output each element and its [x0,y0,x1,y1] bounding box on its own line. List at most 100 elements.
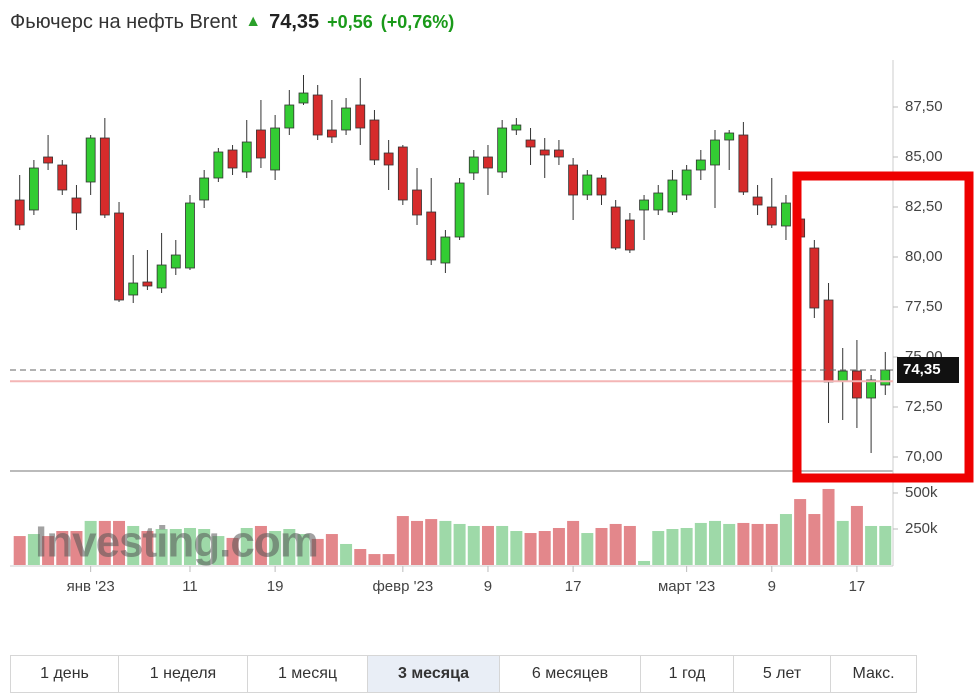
period-button[interactable]: 6 месяцев [500,656,641,692]
volume-bar [609,523,622,565]
candle-body [667,179,678,213]
candle-body [497,127,508,173]
candle-body [185,202,195,269]
candle-body [284,104,295,129]
volume-bar [510,531,523,565]
candle-body [14,199,25,226]
candle-body [156,264,167,289]
candle-body [412,189,422,216]
volume-bar [808,514,821,565]
volume-bar [27,534,40,565]
x-tick-label: февр '23 [372,578,433,595]
candle-body [610,206,621,249]
candle-body [99,137,110,216]
last-price-tag-label: 74,35 [903,361,941,378]
volume-bar [552,527,565,565]
volume-bar [198,529,211,565]
y-tick-label: 77,50 [905,298,943,315]
volume-bar [42,536,55,565]
volume-bar [765,523,778,565]
volume-bar [411,520,424,565]
y2-tick-label: 250k [905,520,938,537]
volume-bar [354,549,367,565]
candle-body [596,177,607,196]
volume-bar [524,533,537,565]
candle-body [128,282,139,296]
x-tick-label: 17 [565,578,582,595]
volume-bar [269,531,282,565]
candle-body [766,206,777,226]
period-button[interactable]: 1 день [11,656,119,692]
y-tick-label: 85,00 [905,148,943,165]
volume-bar [340,543,353,565]
y-tick-label: 70,00 [905,448,943,465]
candle-body [71,197,82,214]
volume-bar [652,531,665,565]
candle-body [142,281,153,287]
volume-bar [680,527,693,565]
period-button[interactable]: 3 месяца [368,656,500,692]
volume-bar [169,529,182,565]
volume-bar [141,531,154,565]
volume-bar [567,520,580,565]
candle-body [57,164,68,191]
volume-bar [425,519,438,565]
candle-body [383,152,394,166]
volume-bar [794,499,807,565]
volume-bar [751,523,764,565]
price-change-pct: (+0,76%) [380,11,455,32]
candle-body [312,94,323,136]
candle-body [85,137,96,183]
volume-bar [183,527,196,565]
volume-bar [865,525,878,565]
candle-body [241,141,252,173]
volume-bar [226,537,239,565]
candle-body [752,196,763,206]
candle-body [199,177,210,201]
period-button[interactable]: 1 год [641,656,734,692]
period-button[interactable]: 1 неделя [119,656,248,692]
y-tick-label: 82,50 [905,198,943,215]
volume-bar [467,525,480,565]
candle-body [397,146,408,201]
candle-body [114,212,124,301]
volume-bar [283,529,296,565]
volume-layer [13,488,892,565]
candle-body [341,107,351,131]
candle-body [568,164,579,196]
volume-bar [836,520,849,565]
volume-bar [254,525,267,565]
volume-bar [382,554,395,565]
volume-bar [297,534,310,565]
candle-body [653,192,664,211]
candle-body [695,159,706,171]
period-button[interactable]: 5 лет [734,656,831,692]
y-tick-label: 87,50 [905,98,943,115]
volume-bar [595,527,608,565]
volume-bar [581,533,594,565]
x-tick-label: 19 [267,578,284,595]
volume-bar [638,560,651,565]
volume-bar [84,520,97,565]
candle-body [639,199,649,211]
quote-header: Фьючерс на нефть Brent ▲ 74,35 +0,56 (+0… [10,6,454,38]
volume-bar [311,538,324,565]
x-tick-label: 9 [768,578,776,595]
candle-body [511,124,522,131]
x-tick-label: март '23 [658,578,715,595]
volume-bar [850,505,863,565]
candle-body [880,369,891,386]
price-change: +0,56 [327,11,373,32]
volume-bar [496,525,509,565]
y-tick-label: 72,50 [905,398,943,415]
period-button[interactable]: Макс. [852,665,895,682]
candle-body [525,139,536,148]
instrument-title: Фьючерс на нефть Brent [10,10,238,33]
candle-body [426,211,437,261]
candle-body [837,370,848,382]
candle-body [724,132,735,141]
candle-body [213,151,224,179]
up-arrow: ▲ [245,13,262,30]
period-button[interactable]: 1 месяц [248,656,368,692]
